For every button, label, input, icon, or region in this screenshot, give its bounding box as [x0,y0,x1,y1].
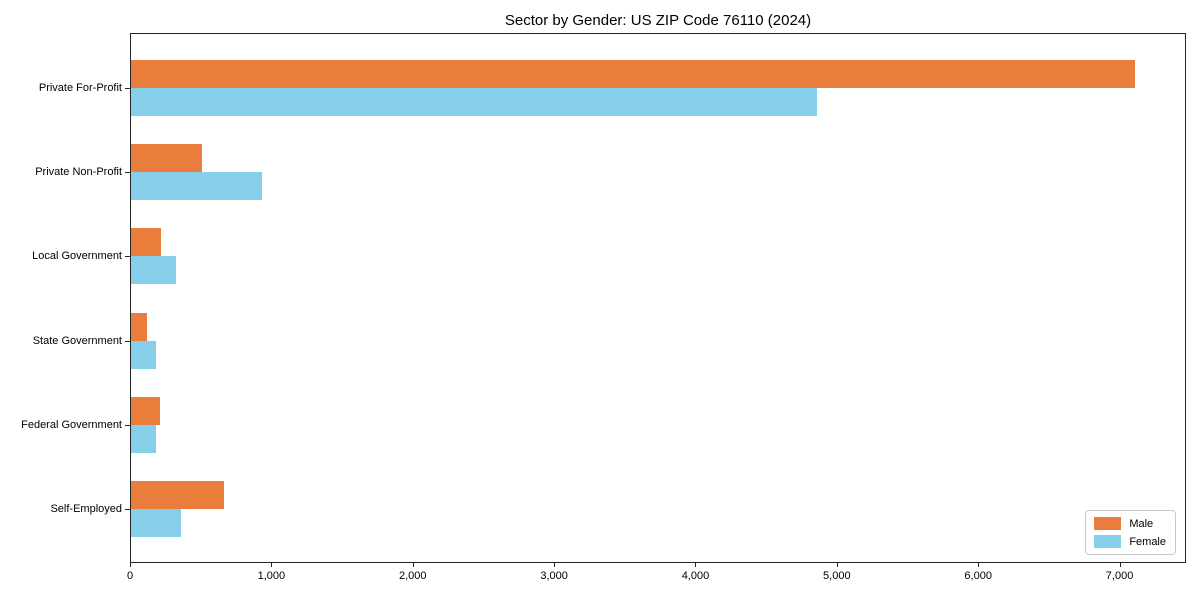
y-axis-tick [125,340,130,342]
x-axis-tick-label: 6,000 [964,570,992,582]
legend-item-male: Male [1094,517,1166,530]
x-axis-tick [978,563,980,567]
x-axis-tick [130,563,131,567]
y-axis-label-state-government: State Government [32,334,122,347]
bar-male-state-government [131,312,147,341]
bar-male-local-government [131,228,162,257]
bar-male-private-non-profit [131,144,202,173]
bar-male-self-employed [131,481,225,509]
bar-female-federal-government [131,424,156,453]
y-axis-label-self-employed: Self-Employed [50,503,122,515]
x-axis-tick-label: 4,000 [681,570,710,582]
bar-male-private-for-profit [131,60,1135,88]
bar-female-self-employed [131,509,182,537]
y-axis-tick [125,424,130,426]
legend: Male Female [1085,510,1176,555]
bar-female-state-government [131,340,157,369]
chart-title: Sector by Gender: US ZIP Code 76110 (202… [504,12,812,29]
x-axis-tick [412,563,414,567]
x-axis-tick-label: 0 [126,570,134,582]
x-axis-tick-label: 3,000 [540,570,568,582]
plot-area [130,33,1186,563]
x-axis-tick-label: 5,000 [823,570,851,582]
y-axis-label-private-non-profit: Private Non-Profit [35,166,122,179]
y-axis-tick [125,172,130,174]
legend-item-female: Female [1094,535,1166,548]
y-axis-tick [125,88,130,89]
bar-female-private-for-profit [131,88,817,116]
bar-female-local-government [131,256,177,285]
bar-female-private-non-profit [131,172,263,201]
x-axis-tick-label: 7,000 [1105,570,1134,582]
x-axis-tick [271,563,273,567]
legend-label-female: Female [1129,535,1166,548]
y-axis-label-local-government: Local Government [32,250,122,263]
x-axis-tick [695,563,697,567]
legend-swatch-male [1094,517,1122,530]
x-axis-tick [1119,563,1121,567]
bar-male-federal-government [131,396,160,425]
legend-label-male: Male [1129,517,1154,530]
x-axis-tick-label: 1,000 [257,570,286,582]
y-axis-label-federal-government: Federal Government [21,418,122,431]
x-axis-tick [836,563,838,567]
x-axis-tick-label: 2,000 [398,570,427,582]
legend-swatch-female [1094,535,1122,548]
y-axis-label-private-for-profit: Private For-Profit [38,82,122,94]
y-axis-tick [125,256,130,258]
x-axis-tick [554,563,556,567]
y-axis-tick [125,509,130,510]
